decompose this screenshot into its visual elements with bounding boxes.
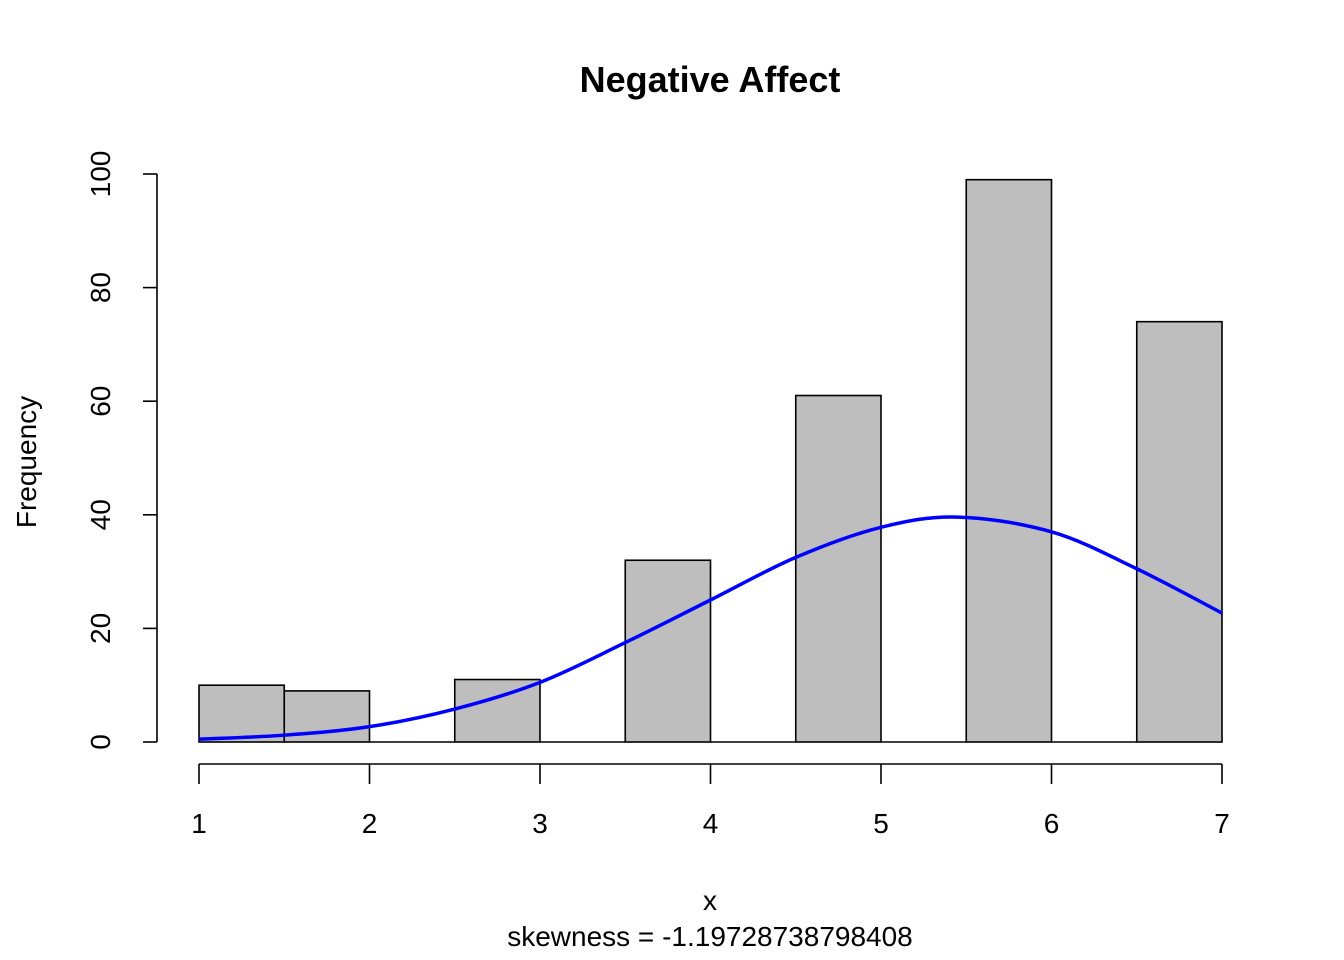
y-tick-label-20: 20 (85, 613, 116, 644)
y-tick-label-0: 0 (85, 734, 116, 750)
x-tick-label-2: 2 (362, 808, 378, 839)
x-tick-label-3: 3 (532, 808, 548, 839)
histogram-bar-0 (198, 684, 286, 743)
x-tick-label-6: 6 (1044, 808, 1060, 839)
y-tick-label-80: 80 (85, 272, 116, 303)
histogram-bar-9 (965, 178, 1053, 743)
x-tick-label-1: 1 (191, 808, 207, 839)
skewness-subtitle: skewness = -1.19728738798408 (507, 921, 913, 952)
y-tick-label-100: 100 (85, 151, 116, 198)
y-axis: 0 20 40 60 80 100 (85, 151, 158, 750)
density-curve (198, 515, 1223, 741)
histogram-bar-7 (794, 394, 882, 743)
histogram-bar-5 (624, 559, 712, 743)
x-tick-label-7: 7 (1214, 808, 1230, 839)
y-axis-label: Frequency (11, 396, 42, 528)
x-axis: 1 2 3 4 5 6 7 (191, 763, 1230, 839)
x-tick-label-5: 5 (873, 808, 889, 839)
bars-group (198, 178, 1223, 743)
histogram-bar-11 (1135, 320, 1223, 743)
y-tick-label-40: 40 (85, 499, 116, 530)
histogram-bar-3 (453, 678, 541, 743)
x-tick-label-4: 4 (703, 808, 719, 839)
y-tick-label-60: 60 (85, 386, 116, 417)
chart-title: Negative Affect (580, 59, 841, 100)
x-axis-label: x (703, 885, 717, 916)
